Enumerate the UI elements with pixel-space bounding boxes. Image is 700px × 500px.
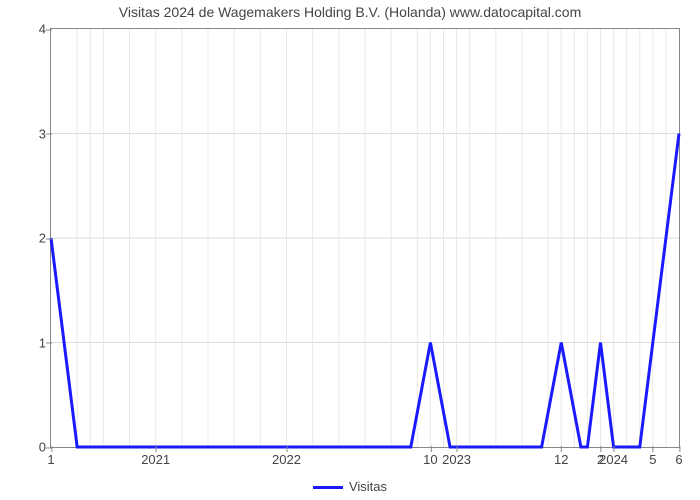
series-line xyxy=(51,29,679,447)
x-tick-label: 1 xyxy=(47,452,54,467)
chart-title: Visitas 2024 de Wagemakers Holding B.V. … xyxy=(0,4,700,20)
x-tick-label: 6 xyxy=(675,452,682,467)
x-tick-label: 2021 xyxy=(141,452,170,467)
chart-container: Visitas 2024 de Wagemakers Holding B.V. … xyxy=(0,0,700,500)
x-tick-label: 5 xyxy=(649,452,656,467)
y-tick-label: 2 xyxy=(6,231,46,246)
y-tick-label: 4 xyxy=(6,22,46,37)
y-tick-label: 3 xyxy=(6,126,46,141)
y-tick-label: 1 xyxy=(6,335,46,350)
legend-label: Visitas xyxy=(349,479,387,494)
y-tick-label: 0 xyxy=(6,440,46,455)
x-tick-label: 12 xyxy=(554,452,568,467)
plot-area xyxy=(50,28,680,448)
x-tick-label: 10 xyxy=(423,452,437,467)
x-tick-label: 2023 xyxy=(442,452,471,467)
legend: Visitas xyxy=(0,479,700,494)
legend-swatch xyxy=(313,486,343,489)
x-tick-label: 2024 xyxy=(599,452,628,467)
x-tick-label: 2022 xyxy=(272,452,301,467)
